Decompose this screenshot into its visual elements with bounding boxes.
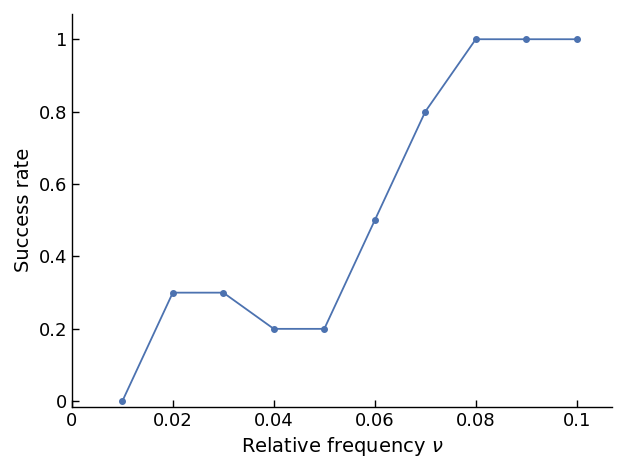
X-axis label: Relative frequency $\nu$: Relative frequency $\nu$ (240, 435, 443, 458)
Y-axis label: Success rate: Success rate (14, 148, 33, 272)
